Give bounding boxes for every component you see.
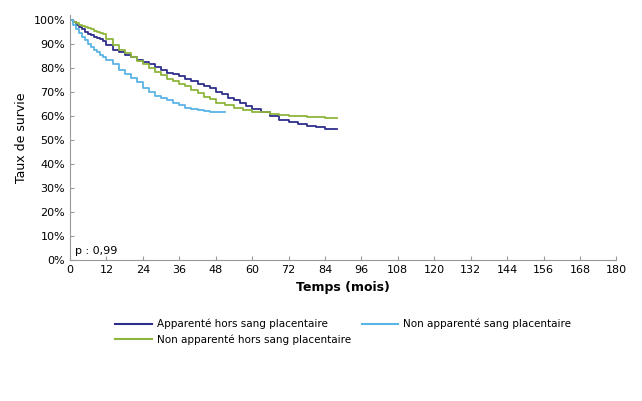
Legend: Apparenté hors sang placentaire, Non apparenté hors sang placentaire, Non appare: Apparenté hors sang placentaire, Non app… [111, 315, 575, 349]
Y-axis label: Taux de survie: Taux de survie [15, 93, 28, 183]
X-axis label: Temps (mois): Temps (mois) [297, 281, 390, 294]
Text: p : 0,99: p : 0,99 [74, 247, 117, 256]
